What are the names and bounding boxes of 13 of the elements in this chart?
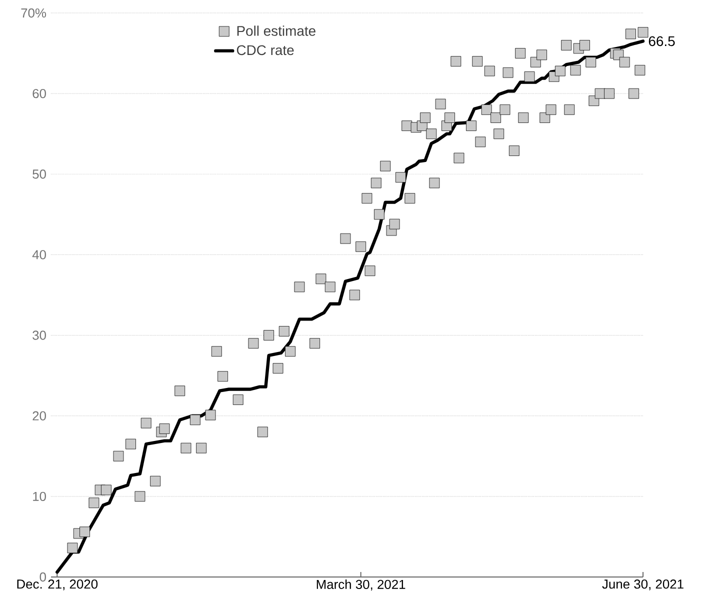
y-tick-label: 0 [40, 572, 46, 582]
y-tick-label: 30 [32, 330, 46, 340]
x-tick-label: March 30, 2021 [316, 580, 406, 591]
annotation: 66.5 [648, 36, 675, 46]
y-tick-label: 20 [32, 411, 46, 420]
y-tick-label: 50 [32, 170, 46, 179]
legend-label: Poll estimate [237, 26, 316, 36]
x-tick-label: June 30, 2021 [602, 580, 684, 590]
legend-label: CDC rate [236, 45, 294, 56]
y-tick-label: 70% [21, 8, 46, 18]
y-tick-label: 40 [32, 250, 46, 260]
y-tick-label: 60 [32, 88, 46, 98]
y-tick-label: 10 [33, 492, 46, 501]
